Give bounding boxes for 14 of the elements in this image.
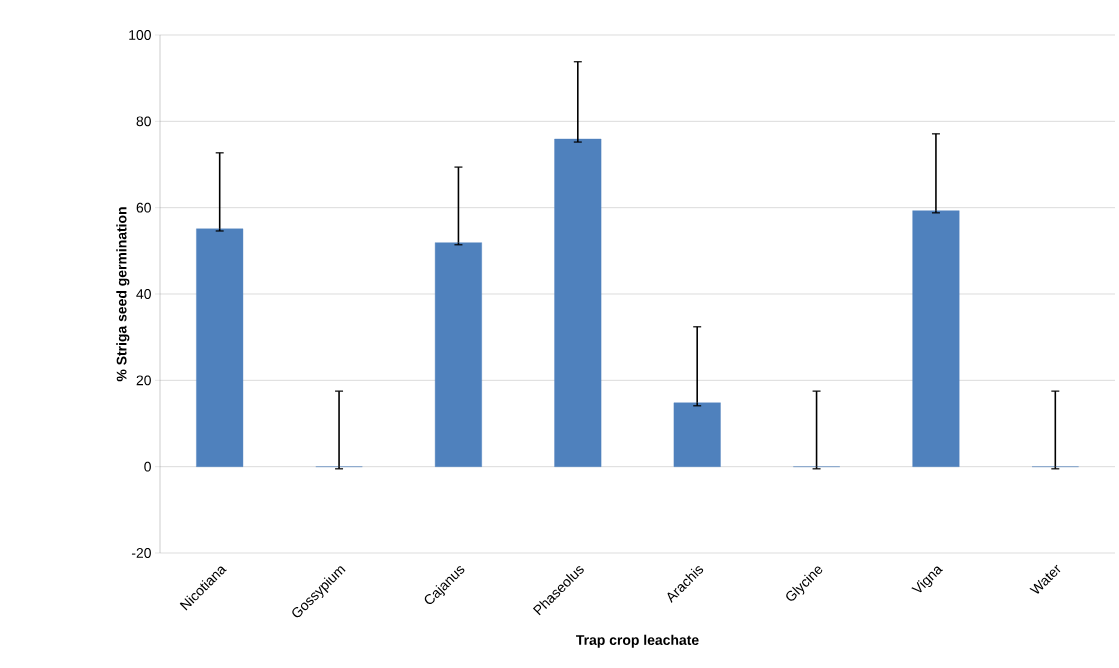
y-tick-label: 20: [136, 375, 151, 386]
bar: [554, 138, 602, 467]
y-tick-label: 60: [136, 202, 151, 213]
y-tick-label: 40: [136, 289, 151, 299]
bar: [673, 402, 721, 467]
y-tick-label: 100: [129, 30, 151, 40]
y-tick-label: -20: [131, 548, 151, 558]
y-axis-title: % Striga seed germination: [116, 207, 130, 382]
bar: [196, 228, 244, 467]
y-tick-label: 80: [136, 116, 151, 127]
bar: [434, 242, 482, 467]
x-axis-title: Trap crop leachate: [576, 634, 699, 648]
bar: [912, 210, 960, 467]
y-tick-label: 0: [144, 461, 151, 472]
